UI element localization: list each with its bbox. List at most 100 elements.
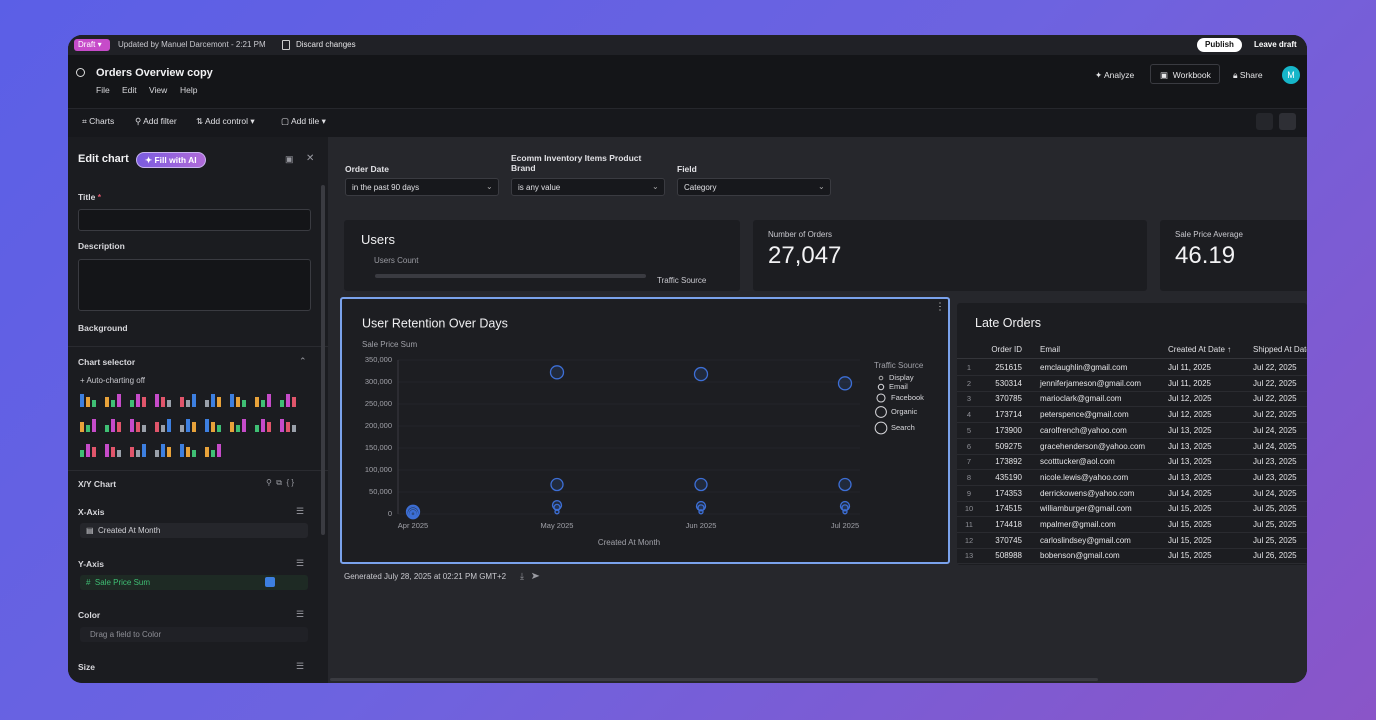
filter-select[interactable]: in the past 90 days ⌄ bbox=[345, 178, 499, 196]
legend-swatch bbox=[878, 375, 884, 381]
icon-part bbox=[217, 444, 221, 457]
icon-part bbox=[192, 394, 196, 407]
table-cell: Jul 12, 2025 bbox=[1168, 394, 1212, 404]
size-settings[interactable]: ☰ bbox=[296, 661, 305, 671]
color-settings[interactable]: ☰ bbox=[296, 609, 305, 619]
icon-part bbox=[161, 397, 165, 407]
chart-tile[interactable]: User Retention Over Days Sale Price Sum … bbox=[340, 297, 950, 564]
chart-type-icon[interactable] bbox=[155, 444, 172, 457]
chart-type-icon[interactable] bbox=[205, 419, 222, 432]
chart-type-icon[interactable] bbox=[280, 394, 297, 407]
top-bar bbox=[68, 35, 1307, 55]
chart-type-icon[interactable] bbox=[105, 419, 122, 432]
desktop-view-toggle[interactable] bbox=[1279, 113, 1296, 130]
panel-save-icon[interactable]: ▣ bbox=[285, 154, 294, 164]
toolbar-button[interactable]: ⇅ Add control ▾ bbox=[196, 116, 255, 126]
filter-value: in the past 90 days bbox=[352, 183, 420, 192]
mobile-view-toggle[interactable] bbox=[1256, 113, 1273, 130]
chart-type-icon[interactable] bbox=[280, 419, 297, 432]
chart-type-icon[interactable] bbox=[105, 444, 122, 457]
y-tick-label: 50,000 bbox=[369, 487, 392, 496]
chart-type-icon[interactable] bbox=[180, 394, 197, 407]
panel-close[interactable]: ✕ bbox=[306, 153, 315, 164]
chart-type-icon[interactable] bbox=[130, 419, 147, 432]
chart-type-icon[interactable] bbox=[155, 419, 172, 432]
menu-item[interactable]: Help bbox=[180, 85, 198, 95]
menu-item[interactable]: View bbox=[149, 85, 168, 95]
chart-type-icon[interactable] bbox=[255, 419, 272, 432]
workbook-text: Workbook bbox=[1172, 70, 1211, 80]
x-axis-settings[interactable]: ☰ bbox=[296, 506, 305, 516]
analyze-button[interactable]: ✦ Analyze bbox=[1095, 70, 1135, 80]
table-cell: Jul 13, 2025 bbox=[1168, 472, 1212, 482]
icon-part bbox=[286, 422, 290, 432]
chart-type-icon[interactable] bbox=[80, 444, 97, 457]
leave-draft-button[interactable]: Leave draft bbox=[1254, 40, 1297, 49]
download-icon[interactable]: ⤓ ➤ bbox=[520, 571, 540, 581]
chart-type-icon[interactable] bbox=[130, 394, 147, 407]
collapse-icon[interactable]: ⌃ bbox=[299, 356, 307, 366]
x-axis-field[interactable]: ▤ Created At Month bbox=[80, 523, 308, 538]
table-cell: 435190 bbox=[995, 472, 1022, 482]
toolbar-button[interactable]: ⚲ Add filter bbox=[135, 116, 177, 126]
chart-kind-actions[interactable]: ⚲ ⧉ { } bbox=[266, 478, 295, 487]
discard-button[interactable]: Discard changes bbox=[296, 40, 356, 49]
description-input[interactable] bbox=[78, 259, 311, 311]
users-tile[interactable]: Users Users Count Traffic Source bbox=[344, 220, 740, 291]
analyze-text: Analyze bbox=[1104, 70, 1135, 80]
workbook-button[interactable]: ▣ Workbook bbox=[1150, 64, 1220, 84]
icon-part bbox=[111, 419, 115, 432]
row-number: 2 bbox=[966, 378, 972, 388]
icon-part bbox=[86, 444, 90, 457]
share-button[interactable]: 🔒︎ Share bbox=[1233, 70, 1263, 80]
tile-menu[interactable]: ⋮ bbox=[935, 302, 945, 313]
draft-badge[interactable]: Draft ▾ bbox=[74, 39, 110, 51]
table-cell: bobenson@gmail.com bbox=[1040, 551, 1120, 561]
avatar[interactable]: M bbox=[1282, 66, 1300, 84]
canvas-scrollbar bbox=[330, 678, 1098, 681]
y-tick-label: 200,000 bbox=[365, 421, 392, 430]
chart-type-icon[interactable] bbox=[205, 444, 222, 457]
chart-type-icon[interactable] bbox=[180, 419, 197, 432]
chart-type-icon[interactable] bbox=[255, 394, 272, 407]
chart-type-icon[interactable] bbox=[130, 444, 147, 457]
fill-ai-button[interactable]: ✦ Fill with AI bbox=[136, 152, 206, 168]
table-cell: Jul 22, 2025 bbox=[1253, 410, 1297, 420]
chart-type-icon[interactable] bbox=[230, 394, 247, 407]
column-header[interactable]: Email bbox=[1040, 345, 1061, 354]
chart-type-icon[interactable] bbox=[105, 394, 122, 407]
chart-type-icon[interactable] bbox=[80, 419, 97, 432]
chart-type-icon[interactable] bbox=[180, 444, 197, 457]
late-orders-tile[interactable]: Late Orders Order ID Email Created At Date… bbox=[957, 303, 1307, 565]
filter-select[interactable]: is any value ⌄ bbox=[511, 178, 665, 196]
title-input[interactable] bbox=[78, 209, 311, 231]
menu-item[interactable]: File bbox=[96, 85, 110, 95]
column-header[interactable]: Order ID bbox=[991, 345, 1022, 354]
y-axis-settings[interactable]: ☰ bbox=[296, 558, 305, 568]
x-tick-label: Jul 2025 bbox=[831, 521, 859, 530]
kpi-tile[interactable]: Number of Orders 27,047 bbox=[753, 220, 1147, 291]
auto-charting[interactable]: + Auto-charting off bbox=[80, 376, 146, 385]
kpi-tile[interactable]: Sale Price Average 46.19 bbox=[1160, 220, 1307, 291]
column-header[interactable]: Shipped At Date bbox=[1253, 345, 1307, 354]
toolbar-button[interactable]: ⌗ Charts bbox=[82, 116, 115, 126]
workbook-title: Orders Overview copy bbox=[96, 67, 213, 79]
chart-type-icon[interactable] bbox=[155, 394, 172, 407]
icon-part bbox=[161, 444, 165, 457]
color-dropzone[interactable]: Drag a field to Color bbox=[80, 627, 308, 642]
publish-button[interactable]: Publish bbox=[1197, 38, 1242, 52]
y-axis-field[interactable]: # Sale Price Sum bbox=[80, 575, 308, 590]
header-rule bbox=[957, 358, 1307, 359]
row-number: 6 bbox=[966, 441, 972, 451]
row-rule bbox=[957, 390, 1307, 392]
series-color-swatch[interactable] bbox=[265, 577, 275, 587]
toolbar-button[interactable]: ▢ Add tile ▾ bbox=[281, 116, 326, 126]
chart-type-icon[interactable] bbox=[80, 394, 97, 407]
column-header[interactable]: Created At Date ↑ bbox=[1168, 345, 1232, 354]
chart-type-icon[interactable] bbox=[230, 419, 247, 432]
icon-part bbox=[280, 419, 284, 432]
menu-item[interactable]: Edit bbox=[122, 85, 137, 95]
filter-select[interactable]: Category ⌄ bbox=[677, 178, 831, 196]
chart-type-icon[interactable] bbox=[205, 394, 222, 407]
icon-part bbox=[130, 400, 134, 407]
